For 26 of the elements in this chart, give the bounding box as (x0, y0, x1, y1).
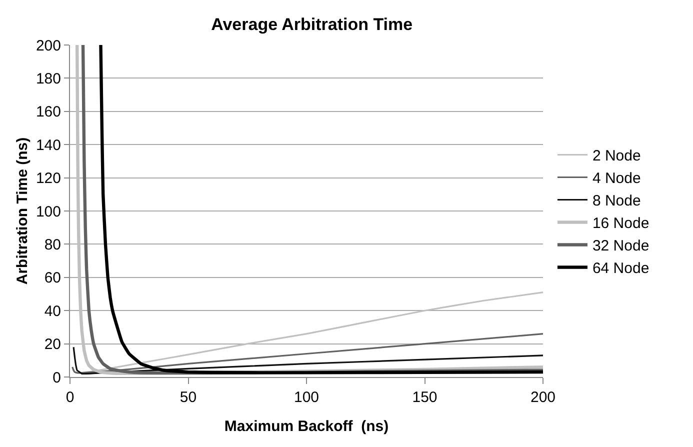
y-tick-label: 200 (36, 37, 61, 54)
legend-label: 32 Node (592, 238, 650, 255)
y-tick-label: 100 (36, 203, 61, 220)
y-tick-label: 120 (36, 170, 61, 188)
legend-label: 8 Node (592, 192, 641, 210)
x-tick-label: 200 (530, 389, 556, 406)
legend-label: 2 Node (592, 148, 641, 165)
line-series (72, 346, 543, 375)
x-axis-title: Maximum Backoff (ns) (224, 418, 389, 435)
x-tick-label: 100 (294, 389, 320, 406)
y-tick-label: 80 (44, 236, 61, 254)
x-tick-label: 150 (412, 389, 438, 406)
y-tick-label: 60 (44, 270, 61, 287)
legend-label: 16 Node (592, 215, 650, 232)
y-tick-label: 40 (44, 302, 61, 320)
legend-label: 64 Node (592, 260, 650, 278)
y-axis-title: Arbitration Time (ns) (14, 137, 32, 285)
legend-label: 4 Node (592, 170, 641, 188)
y-tick-label: 140 (36, 136, 61, 154)
y-tick-label: 180 (36, 70, 61, 88)
chart-title: Average Arbitration Time (211, 14, 413, 34)
y-tick-label: 160 (36, 104, 61, 121)
x-tick-label: 0 (66, 389, 74, 406)
y-tick-label: 0 (52, 369, 61, 386)
y-tick-label: 20 (44, 336, 61, 354)
x-tick-label: 50 (180, 389, 197, 406)
